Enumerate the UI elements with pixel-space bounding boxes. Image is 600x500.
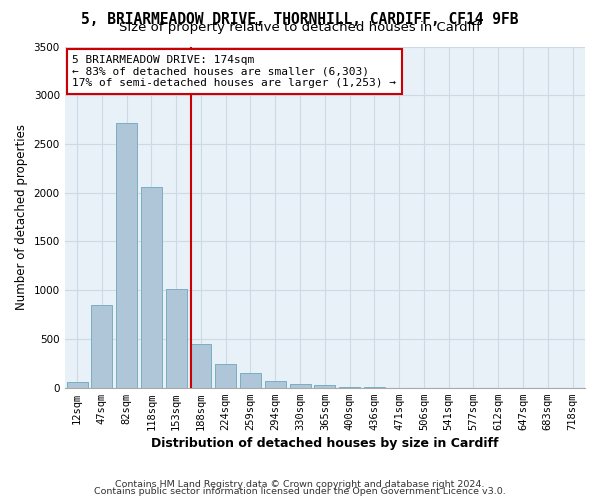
Text: Size of property relative to detached houses in Cardiff: Size of property relative to detached ho… xyxy=(119,22,481,35)
Bar xyxy=(265,382,286,388)
Bar xyxy=(339,386,360,388)
Bar xyxy=(91,305,112,388)
Bar xyxy=(314,385,335,388)
Text: 5, BRIARMEADOW DRIVE, THORNHILL, CARDIFF, CF14 9FB: 5, BRIARMEADOW DRIVE, THORNHILL, CARDIFF… xyxy=(81,12,519,26)
Text: Contains HM Land Registry data © Crown copyright and database right 2024.: Contains HM Land Registry data © Crown c… xyxy=(115,480,485,489)
Text: Contains public sector information licensed under the Open Government Licence v3: Contains public sector information licen… xyxy=(94,488,506,496)
X-axis label: Distribution of detached houses by size in Cardiff: Distribution of detached houses by size … xyxy=(151,437,499,450)
Text: 5 BRIARMEADOW DRIVE: 174sqm
← 83% of detached houses are smaller (6,303)
17% of : 5 BRIARMEADOW DRIVE: 174sqm ← 83% of det… xyxy=(73,55,397,88)
Bar xyxy=(166,289,187,388)
Y-axis label: Number of detached properties: Number of detached properties xyxy=(15,124,28,310)
Bar xyxy=(67,382,88,388)
Bar xyxy=(290,384,311,388)
Bar xyxy=(141,187,162,388)
Bar xyxy=(240,372,261,388)
Bar xyxy=(215,364,236,388)
Bar xyxy=(116,122,137,388)
Bar xyxy=(190,344,211,388)
